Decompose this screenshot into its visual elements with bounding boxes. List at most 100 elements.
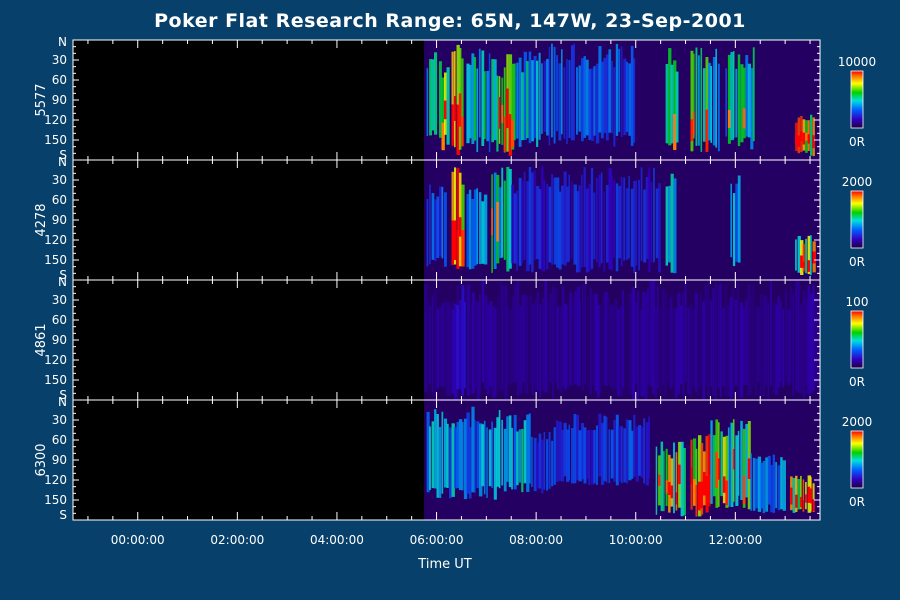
- intensity-streak: [605, 54, 609, 141]
- intensity-streak: [668, 48, 672, 146]
- intensity-streak: [722, 436, 727, 504]
- intensity-streak: [694, 293, 699, 392]
- intensity-streak: [712, 435, 716, 497]
- y-tick-label: 30: [52, 293, 67, 307]
- intensity-streak: [549, 293, 552, 383]
- intensity-streak: [478, 192, 482, 265]
- intensity-streak: [501, 285, 504, 390]
- intensity-core: [800, 255, 804, 268]
- intensity-streak: [732, 288, 735, 395]
- intensity-streak: [426, 411, 430, 493]
- intensity-streak: [511, 184, 515, 264]
- intensity-streak: [662, 288, 665, 386]
- intensity-streak: [737, 430, 740, 496]
- intensity-streak: [566, 58, 568, 144]
- intensity-streak: [800, 304, 804, 394]
- intensity-streak: [710, 66, 712, 143]
- intensity-streak: [740, 64, 744, 143]
- intensity-streak: [724, 286, 727, 397]
- intensity-streak: [680, 441, 684, 517]
- intensity-streak: [772, 454, 775, 513]
- intensity-streak: [810, 293, 813, 393]
- intensity-streak: [491, 59, 494, 143]
- intensity-streak: [506, 306, 509, 385]
- intensity-streak: [486, 304, 490, 395]
- intensity-streak: [574, 291, 578, 384]
- intensity-streak: [434, 52, 438, 135]
- intensity-streak: [578, 430, 582, 482]
- intensity-streak: [777, 296, 780, 388]
- intensity-streak: [610, 61, 613, 134]
- intensity-streak: [692, 309, 696, 386]
- intensity-core: [678, 464, 682, 485]
- intensity-streak: [654, 307, 658, 398]
- intensity-streak: [607, 297, 610, 385]
- intensity-streak: [454, 303, 458, 397]
- intensity-streak: [533, 56, 537, 139]
- intensity-streak: [683, 448, 686, 516]
- colorbar-min-label: 0R: [849, 135, 865, 149]
- intensity-streak: [655, 446, 658, 515]
- intensity-streak: [693, 438, 697, 507]
- intensity-streak: [660, 441, 664, 512]
- x-tick-label: 12:00:00: [708, 533, 762, 547]
- intensity-streak: [531, 304, 534, 396]
- intensity-streak: [561, 185, 565, 265]
- intensity-streak: [695, 448, 698, 517]
- intensity-streak: [582, 283, 584, 390]
- intensity-streak: [476, 188, 478, 265]
- intensity-streak: [468, 427, 472, 499]
- intensity-streak: [516, 62, 519, 139]
- intensity-streak: [624, 305, 627, 392]
- intensity-streak: [670, 458, 674, 507]
- colorbar-max-label: 100: [846, 295, 869, 309]
- intensity-streak: [770, 464, 773, 513]
- intensity-streak: [581, 423, 584, 480]
- intensity-streak: [589, 288, 593, 395]
- y-tick-label: 90: [52, 333, 67, 347]
- intensity-streak: [600, 422, 605, 485]
- intensity-streak: [483, 71, 486, 140]
- intensity-streak: [760, 462, 763, 509]
- intensity-streak: [704, 285, 707, 386]
- intensity-streak: [727, 305, 730, 397]
- intensity-streak: [506, 416, 509, 482]
- intensity-streak: [647, 287, 650, 384]
- intensity-streak: [473, 189, 477, 266]
- intensity-streak: [628, 175, 630, 258]
- intensity-streak: [431, 421, 435, 489]
- intensity-streak: [780, 457, 783, 510]
- intensity-streak: [754, 305, 758, 397]
- y-tick-label: 150: [44, 253, 67, 267]
- intensity-core: [444, 100, 447, 120]
- intensity-streak: [461, 421, 464, 491]
- intensity-streak: [513, 193, 517, 264]
- intensity-streak: [501, 167, 504, 258]
- intensity-streak: [569, 292, 572, 386]
- intensity-core: [807, 260, 811, 272]
- intensity-streak: [598, 174, 601, 268]
- intensity-streak: [670, 64, 674, 144]
- intensity-streak: [546, 301, 550, 391]
- intensity-streak: [576, 414, 579, 481]
- x-tick-label: 04:00:00: [310, 533, 364, 547]
- intensity-streak: [573, 43, 575, 141]
- intensity-streak: [524, 295, 527, 394]
- intensity-streak: [466, 412, 470, 494]
- intensity-streak: [648, 416, 650, 479]
- intensity-streak: [637, 290, 639, 400]
- intensity-streak: [533, 437, 537, 492]
- intensity-core: [700, 481, 704, 509]
- intensity-streak: [531, 436, 533, 487]
- intensity-streak: [698, 55, 700, 146]
- intensity-streak: [571, 181, 573, 259]
- intensity-streak: [583, 56, 586, 138]
- intensity-streak: [649, 280, 653, 387]
- intensity-streak: [634, 301, 638, 384]
- intensity-streak: [630, 45, 634, 146]
- intensity-streak: [645, 177, 649, 259]
- intensity-streak: [618, 185, 622, 259]
- intensity-streak: [767, 455, 771, 505]
- intensity-streak: [476, 421, 480, 489]
- intensity-core: [690, 119, 694, 142]
